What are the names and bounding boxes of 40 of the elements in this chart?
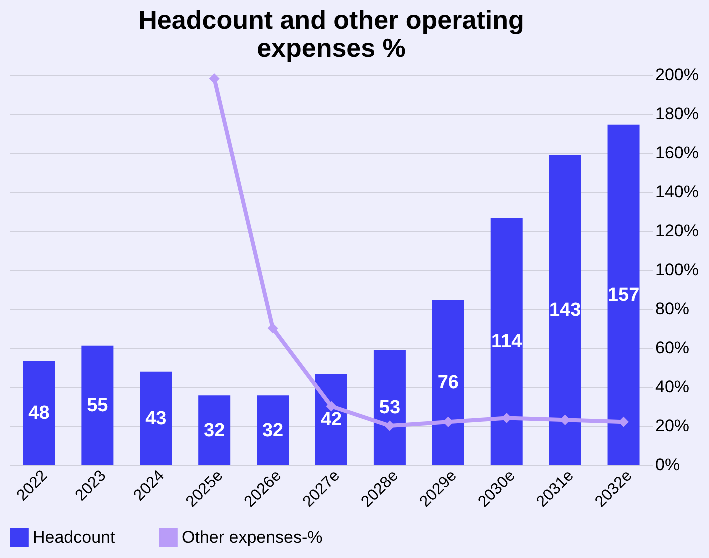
data-label: 48 — [28, 403, 50, 424]
bar — [198, 396, 231, 465]
bar — [82, 346, 114, 465]
data-label: 76 — [438, 372, 459, 394]
data-label: 43 — [146, 408, 167, 430]
data-label: 42 — [320, 410, 342, 430]
data-label: 32 — [204, 420, 226, 442]
point — [209, 74, 220, 84]
y2-tick-label: 80% — [656, 300, 690, 318]
bar — [608, 124, 640, 465]
y2-tick-label: 120% — [656, 222, 699, 240]
bar — [257, 396, 290, 465]
point — [268, 323, 278, 334]
data-label: 53 — [379, 398, 401, 419]
bar — [374, 350, 406, 465]
point — [326, 401, 337, 412]
y2-tick-label: 40% — [656, 378, 690, 396]
text: expenses % — [257, 33, 406, 63]
y2-tick-label: 60% — [656, 338, 690, 358]
data-label: 143 — [549, 300, 582, 322]
y2-tick-label: 20% — [656, 416, 690, 436]
data-label: 55 — [87, 395, 109, 416]
bar — [140, 372, 172, 465]
legend-label: Headcount — [33, 528, 116, 547]
bar — [432, 300, 464, 465]
text: Headcount and other operating — [138, 5, 524, 35]
y2-tick-label: 0% — [656, 456, 680, 474]
bar — [549, 155, 582, 465]
legend-label: Other expenses-% — [182, 528, 323, 547]
bar — [23, 361, 56, 465]
bar — [490, 218, 523, 465]
y2-tick-label: 200% — [656, 66, 699, 84]
data-label: 157 — [608, 284, 640, 306]
y2-tick-label: 180% — [656, 104, 699, 124]
data-label: 32 — [262, 420, 284, 442]
y2-tick-label: 100% — [656, 260, 699, 280]
data-label: 114 — [492, 332, 523, 352]
y2-tick-label: 140% — [656, 182, 699, 202]
bar — [316, 374, 348, 465]
y2-tick-label: 160% — [656, 144, 699, 162]
